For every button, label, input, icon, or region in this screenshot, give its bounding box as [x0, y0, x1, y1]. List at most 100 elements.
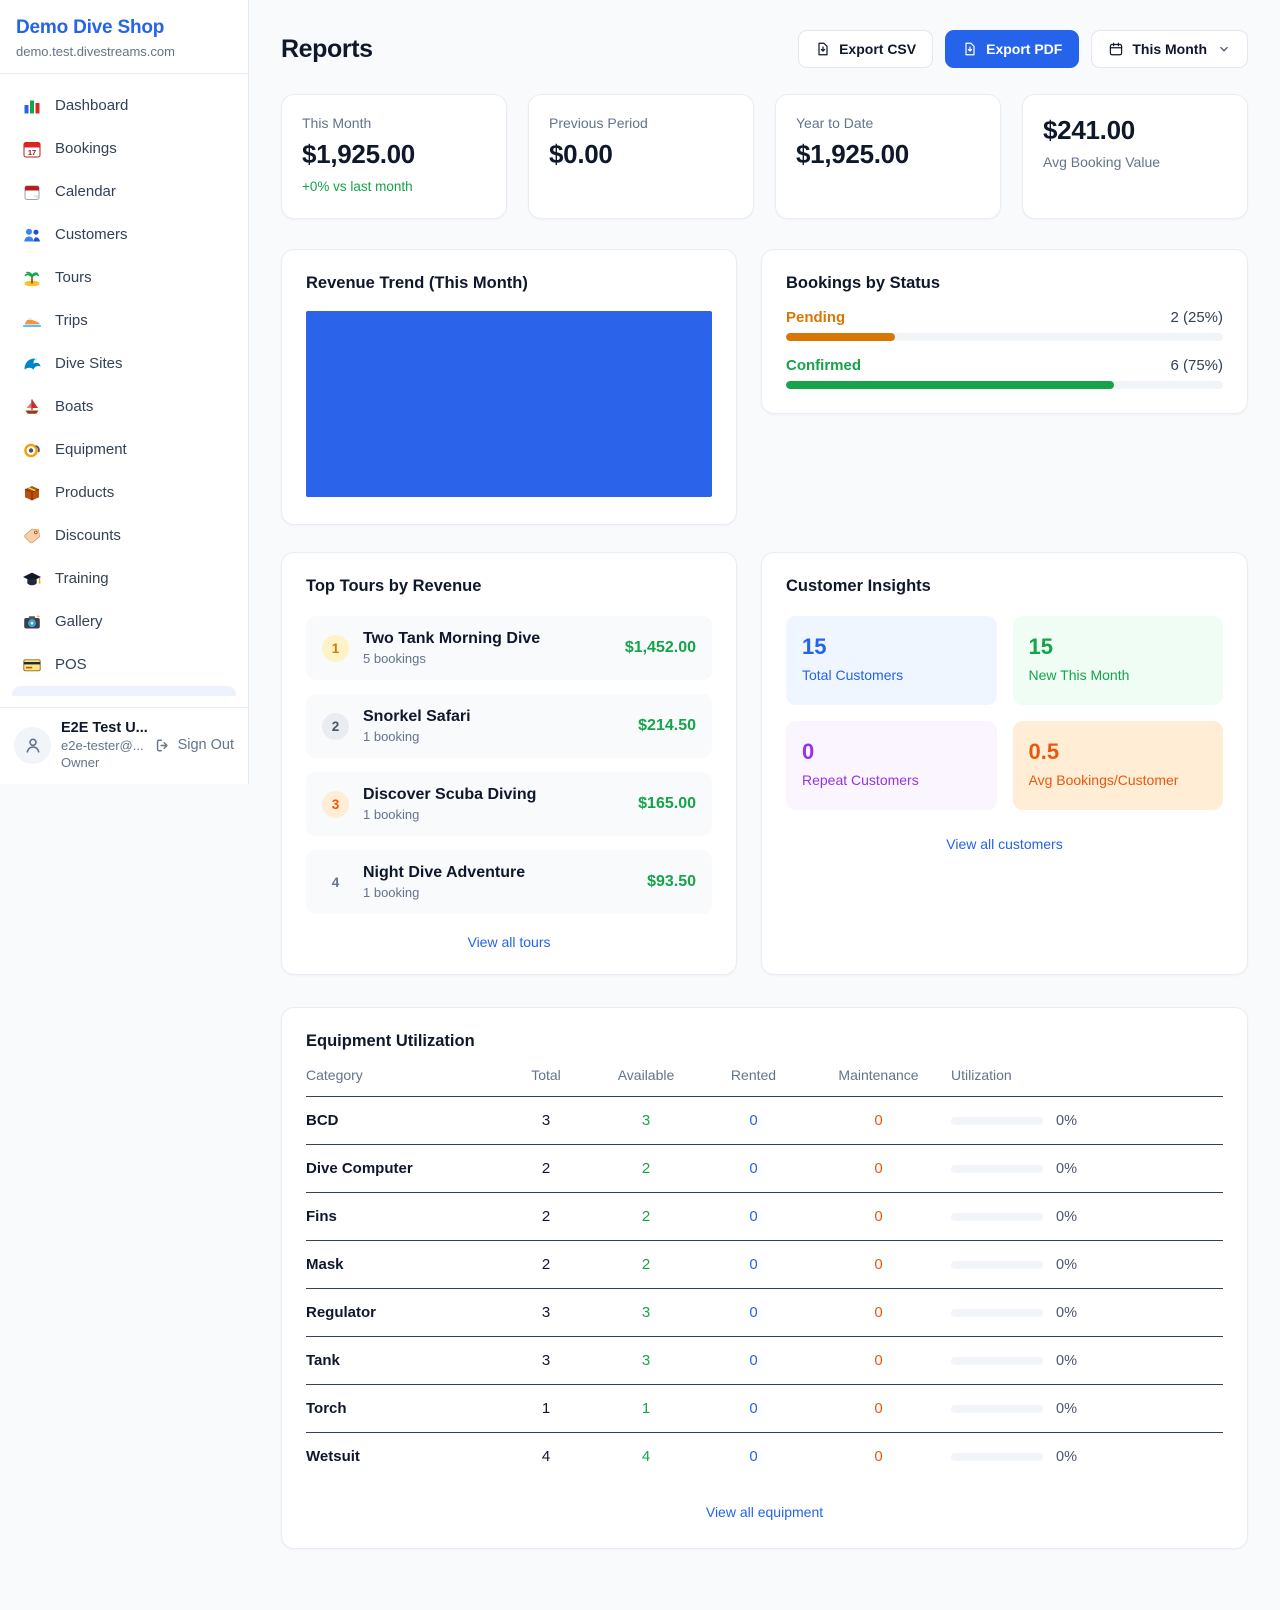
main-content: Reports Export CSV Export PDF This Month…: [249, 0, 1280, 1589]
graduation-cap-icon: [22, 569, 42, 589]
equipment-row-bcd: BCD 3 3 0 0 0%: [306, 1096, 1223, 1144]
equipment-row-regulator: Regulator 3 3 0 0 0%: [306, 1288, 1223, 1336]
sidebar-item-trips[interactable]: Trips: [12, 299, 236, 342]
sidebar-item-training[interactable]: Training: [12, 557, 236, 600]
tour-name: Discover Scuba Diving: [363, 786, 537, 803]
tour-row-night-dive-adventure[interactable]: 4 Night Dive Adventure 1 booking $93.50: [306, 850, 712, 914]
export-pdf-button[interactable]: Export PDF: [945, 30, 1080, 68]
stat-value: $241.00: [1043, 115, 1135, 145]
equipment-category: Torch: [306, 1400, 347, 1417]
equipment-category: Wetsuit: [306, 1448, 360, 1465]
status-bar-fill: [786, 381, 1114, 389]
tag-icon: [22, 526, 42, 546]
sidebar-item-equipment[interactable]: Equipment: [12, 428, 236, 471]
utilization-percent: 0%: [1056, 1400, 1077, 1417]
equipment-table-header: Category Total Available Rented Maintenance U…: [306, 1051, 1223, 1096]
utilization-bar: [951, 1212, 1043, 1221]
sidebar-item-tours[interactable]: Tours: [12, 256, 236, 299]
tour-row-discover-scuba-diving[interactable]: 3 Discover Scuba Diving 1 booking $165.00: [306, 772, 712, 836]
export-csv-label: Export CSV: [839, 41, 917, 57]
equipment-utilization-title: Equipment Utilization: [306, 1032, 475, 1050]
equipment-available: 2: [641, 1208, 651, 1225]
sidebar-item-pos[interactable]: POS: [12, 643, 236, 686]
utilization-percent: 0%: [1056, 1112, 1077, 1129]
sidebar-user-footer: E2E Test U... e2e-tester@... Owner Sign …: [0, 707, 248, 784]
equipment-maintenance: 0: [874, 1112, 883, 1129]
sidebar-item-label: Dive Sites: [55, 355, 123, 372]
header-actions: Export CSV Export PDF This Month: [798, 30, 1248, 68]
equipment-rented: 0: [749, 1256, 758, 1273]
stat-card-avg-booking-value: $241.00 Avg Booking Value: [1022, 94, 1248, 219]
stat-label: Avg Booking Value: [1043, 154, 1161, 170]
sidebar-item-label: Products: [55, 484, 115, 501]
status-label: Confirmed: [786, 357, 861, 374]
speedboat-icon: [22, 311, 42, 331]
equipment-row-wetsuit: Wetsuit 4 4 0 0 0%: [306, 1432, 1223, 1480]
sign-out-button[interactable]: Sign Out: [154, 737, 234, 754]
equipment-maintenance: 0: [874, 1256, 883, 1273]
equipment-maintenance: 0: [874, 1448, 883, 1465]
sidebar-item-reports-active-partial[interactable]: [12, 686, 236, 696]
sign-out-label: Sign Out: [177, 737, 234, 753]
tour-row-two-tank-morning-dive[interactable]: 1 Two Tank Morning Dive 5 bookings $1,452.0…: [306, 616, 712, 680]
equipment-available: 2: [641, 1160, 651, 1177]
tour-name: Snorkel Safari: [363, 708, 471, 725]
rank-badge: 4: [331, 874, 340, 890]
view-all-customers-link[interactable]: View all customers: [946, 836, 1063, 852]
tour-bookings: 1 booking: [363, 807, 420, 822]
view-all-tours-link[interactable]: View all tours: [467, 934, 551, 950]
equipment-category: Fins: [306, 1208, 337, 1225]
file-download-icon: [962, 41, 978, 57]
person-icon: [23, 735, 43, 755]
insight-tile-repeat-customers: 0 Repeat Customers: [786, 721, 997, 810]
export-csv-button[interactable]: Export CSV: [798, 30, 934, 68]
utilization-percent: 0%: [1056, 1160, 1077, 1177]
sidebar-item-boats[interactable]: Boats: [12, 385, 236, 428]
status-count: 2 (25%): [1170, 309, 1223, 326]
island-icon: [22, 268, 42, 288]
page-header: Reports Export CSV Export PDF This Month: [281, 30, 1248, 68]
rank-badge: 3: [322, 790, 349, 818]
sidebar-item-customers[interactable]: Customers: [12, 213, 236, 256]
sidebar-item-products[interactable]: Products: [12, 471, 236, 514]
sidebar-item-discounts[interactable]: Discounts: [12, 514, 236, 557]
sidebar-item-calendar[interactable]: Calendar: [12, 170, 236, 213]
stat-label: Previous Period: [549, 115, 648, 131]
package-icon: [22, 483, 42, 503]
insight-tile-avg-bookings-customer: 0.5 Avg Bookings/Customer: [1012, 721, 1223, 810]
status-bar-track: [786, 333, 1223, 341]
tour-amount: $1,452.00: [624, 639, 696, 656]
sidebar-item-gallery[interactable]: Gallery: [12, 600, 236, 643]
equipment-row-tank: Tank 3 3 0 0 0%: [306, 1336, 1223, 1384]
sidebar-item-label: Dashboard: [55, 97, 129, 114]
period-dropdown[interactable]: This Month: [1091, 30, 1248, 68]
equipment-category: BCD: [306, 1112, 339, 1129]
rank-badge: 2: [322, 712, 349, 740]
stat-value: $1,925.00: [796, 139, 909, 169]
user-role: Owner: [61, 755, 100, 770]
tour-row-snorkel-safari[interactable]: 2 Snorkel Safari 1 booking $214.50: [306, 694, 712, 758]
column-header-rented: Rented: [730, 1067, 777, 1083]
utilization-percent: 0%: [1056, 1448, 1077, 1465]
status-row-confirmed: Confirmed 6 (75%): [786, 357, 1223, 389]
view-all-equipment-link[interactable]: View all equipment: [705, 1504, 824, 1520]
equipment-available: 1: [641, 1400, 651, 1417]
stat-delta: +0% vs last month: [302, 179, 413, 194]
tour-bookings: 5 bookings: [363, 651, 426, 666]
sidebar-item-dashboard[interactable]: Dashboard: [12, 84, 236, 127]
bookings-by-status-card: Bookings by Status Pending 2 (25%) Confirm…: [761, 249, 1248, 414]
equipment-category: Dive Computer: [306, 1160, 413, 1177]
sidebar-item-dive-sites[interactable]: Dive Sites: [12, 342, 236, 385]
sidebar-item-bookings[interactable]: 17 Bookings: [12, 127, 236, 170]
equipment-row-torch: Torch 1 1 0 0 0%: [306, 1384, 1223, 1432]
equipment-maintenance: 0: [874, 1400, 883, 1417]
equipment-row-mask: Mask 2 2 0 0 0%: [306, 1240, 1223, 1288]
wave-icon: [22, 354, 42, 374]
equipment-total: 2: [541, 1256, 551, 1273]
equipment-available: 4: [641, 1448, 651, 1465]
bar-chart-icon: [22, 96, 42, 116]
sidebar: Demo Dive Shop demo.test.divestreams.com…: [0, 0, 249, 784]
revenue-trend-title: Revenue Trend (This Month): [306, 274, 528, 292]
insight-value: 15: [1028, 634, 1053, 659]
file-download-icon: [815, 41, 831, 57]
